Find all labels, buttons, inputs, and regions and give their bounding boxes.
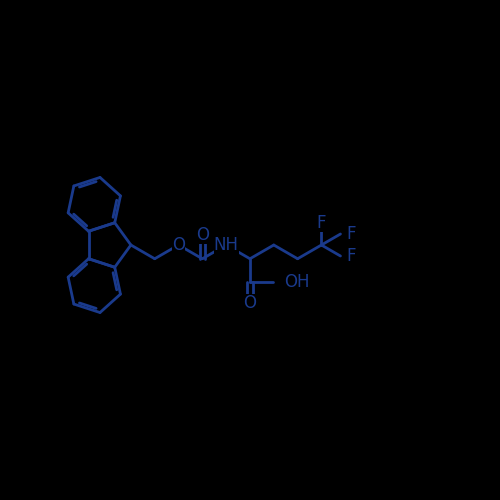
- Text: O: O: [172, 236, 185, 254]
- Text: OH: OH: [284, 273, 310, 291]
- Text: O: O: [196, 226, 209, 244]
- Text: F: F: [346, 247, 356, 265]
- Text: F: F: [346, 225, 356, 243]
- Text: F: F: [316, 214, 326, 232]
- Text: NH: NH: [214, 236, 238, 254]
- Text: O: O: [244, 294, 256, 312]
